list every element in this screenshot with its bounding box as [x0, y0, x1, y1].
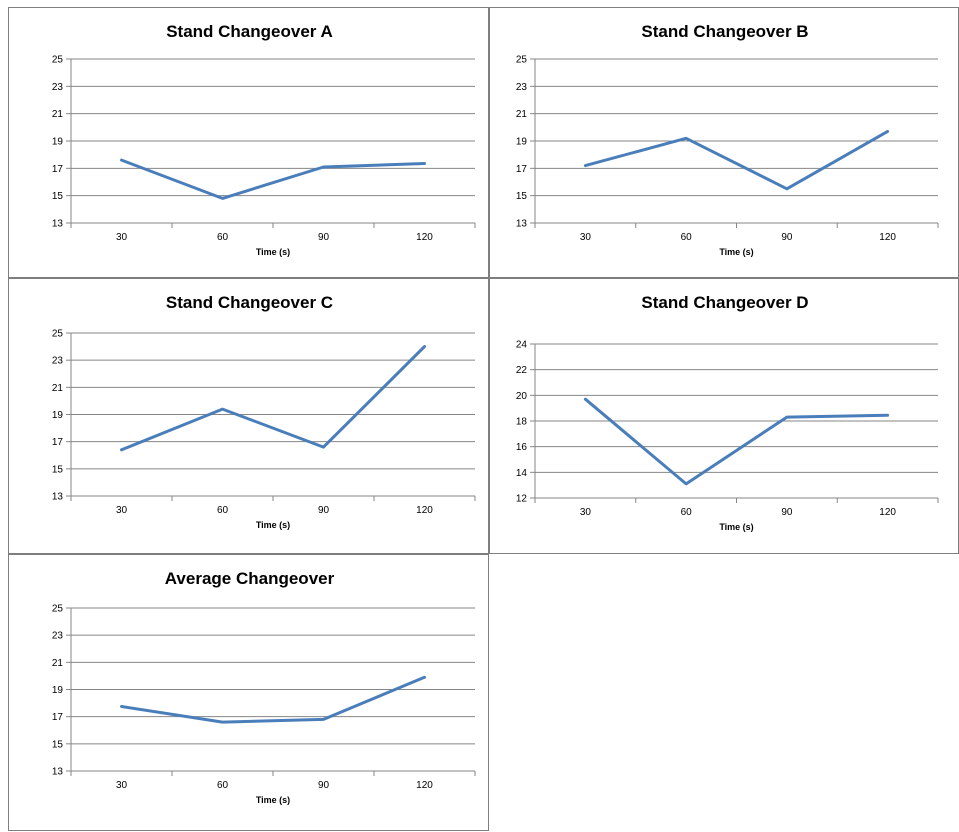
chart-panel-b: Stand Changeover B 13 15 17 19 21 23 25 30 60 90 12…	[489, 7, 959, 278]
y-tick-label-average-25: 25	[52, 604, 64, 615]
y-tick-label-b-13: 13	[516, 219, 528, 230]
x-tick-label-average-120: 120	[416, 780, 433, 791]
chart-svg-average: Average Changeover 13 15 17 19 21 23 25 30 60 90 12…	[52, 569, 476, 805]
y-tick-label-average-13: 13	[52, 767, 64, 778]
y-tick-label-b-19: 19	[516, 137, 528, 148]
chart-title-c: Stand Changeover C	[166, 293, 333, 312]
y-tick-label-d-16: 16	[516, 442, 528, 453]
chart-svg-a: Stand Changeover A 13 15 17 19 21 23 25 30 60 90 12…	[52, 22, 476, 257]
x-tick-label-a-90: 90	[318, 232, 330, 243]
y-tick-label-d-20: 20	[516, 391, 528, 402]
y-tick-label-a-15: 15	[52, 191, 64, 202]
y-tick-label-c-13: 13	[52, 492, 64, 503]
y-tick-label-d-14: 14	[516, 468, 528, 479]
y-tick-label-c-25: 25	[52, 329, 64, 340]
y-tick-label-average-23: 23	[52, 631, 64, 642]
y-tick-label-average-21: 21	[52, 658, 64, 669]
chart-svg-b: Stand Changeover B 13 15 17 19 21 23 25 30 60 90 12…	[516, 22, 939, 257]
x-axis-label-a: Time (s)	[256, 247, 290, 257]
x-tick-label-c-30: 30	[116, 505, 128, 516]
x-axis-label-b: Time (s)	[719, 247, 753, 257]
x-tick-label-d-90: 90	[781, 507, 793, 518]
chart-svg-d: Stand Changeover D 12 14 16 18 20 22 24 30 60 90 12…	[516, 293, 939, 532]
y-tick-label-b-17: 17	[516, 164, 528, 175]
series-line-average-0	[120, 675, 426, 724]
x-tick-label-c-120: 120	[416, 505, 433, 516]
y-tick-label-d-22: 22	[516, 365, 528, 376]
y-tick-label-average-17: 17	[52, 712, 64, 723]
x-axis-label-c: Time (s)	[256, 520, 290, 530]
y-tick-label-b-25: 25	[516, 55, 528, 66]
y-tick-label-c-15: 15	[52, 464, 64, 475]
y-tick-label-b-23: 23	[516, 82, 528, 93]
chart-title-average: Average Changeover	[165, 569, 335, 588]
x-tick-label-b-120: 120	[879, 232, 896, 243]
x-tick-label-b-30: 30	[580, 232, 592, 243]
y-tick-label-a-25: 25	[52, 55, 64, 66]
series-line-a-0	[120, 158, 426, 200]
y-tick-label-a-19: 19	[52, 137, 64, 148]
y-tick-label-average-15: 15	[52, 739, 64, 750]
x-tick-label-b-90: 90	[781, 232, 793, 243]
chart-panel-a: Stand Changeover A 13 15 17 19 21 23 25 30 60 90 12…	[8, 7, 489, 278]
x-tick-label-a-120: 120	[416, 232, 433, 243]
chart-panel-d: Stand Changeover D 12 14 16 18 20 22 24 30 60 90 12…	[489, 278, 959, 554]
y-tick-label-a-17: 17	[52, 164, 64, 175]
series-line-b-0	[583, 129, 890, 191]
x-tick-label-average-30: 30	[116, 780, 128, 791]
x-tick-label-c-90: 90	[318, 505, 330, 516]
y-tick-label-d-12: 12	[516, 494, 528, 505]
y-tick-label-a-21: 21	[52, 109, 64, 120]
y-tick-label-a-13: 13	[52, 219, 64, 230]
series-line-d-0	[583, 397, 890, 486]
x-tick-label-c-60: 60	[217, 505, 229, 516]
x-tick-label-d-30: 30	[580, 507, 592, 518]
x-tick-label-d-120: 120	[879, 507, 896, 518]
x-tick-label-average-90: 90	[318, 780, 330, 791]
y-tick-label-average-19: 19	[52, 685, 64, 696]
x-tick-label-average-60: 60	[217, 780, 229, 791]
chart-title-b: Stand Changeover B	[641, 22, 808, 41]
chart-title-a: Stand Changeover A	[166, 22, 333, 41]
y-tick-label-d-24: 24	[516, 340, 528, 351]
y-tick-label-b-21: 21	[516, 109, 528, 120]
x-tick-label-a-60: 60	[217, 232, 229, 243]
chart-title-d: Stand Changeover D	[641, 293, 808, 312]
x-axis-label-average: Time (s)	[256, 795, 290, 805]
series-line-c-0	[120, 345, 426, 452]
chart-panel-c: Stand Changeover C 13 15 17 19 21 23 25 30 60 90 12…	[8, 278, 489, 554]
y-tick-label-a-23: 23	[52, 82, 64, 93]
y-tick-label-b-15: 15	[516, 191, 528, 202]
chart-svg-c: Stand Changeover C 13 15 17 19 21 23 25 30 60 90 12…	[52, 293, 476, 530]
y-tick-label-d-18: 18	[516, 417, 528, 428]
y-tick-label-c-21: 21	[52, 383, 64, 394]
x-axis-label-d: Time (s)	[719, 522, 753, 532]
x-tick-label-a-30: 30	[116, 232, 128, 243]
y-tick-label-c-17: 17	[52, 437, 64, 448]
x-tick-label-b-60: 60	[681, 232, 693, 243]
y-tick-label-c-23: 23	[52, 356, 64, 367]
x-tick-label-d-60: 60	[681, 507, 693, 518]
chart-panel-average: Average Changeover 13 15 17 19 21 23 25 30 60 90 12…	[8, 554, 489, 831]
y-tick-label-c-19: 19	[52, 410, 64, 421]
